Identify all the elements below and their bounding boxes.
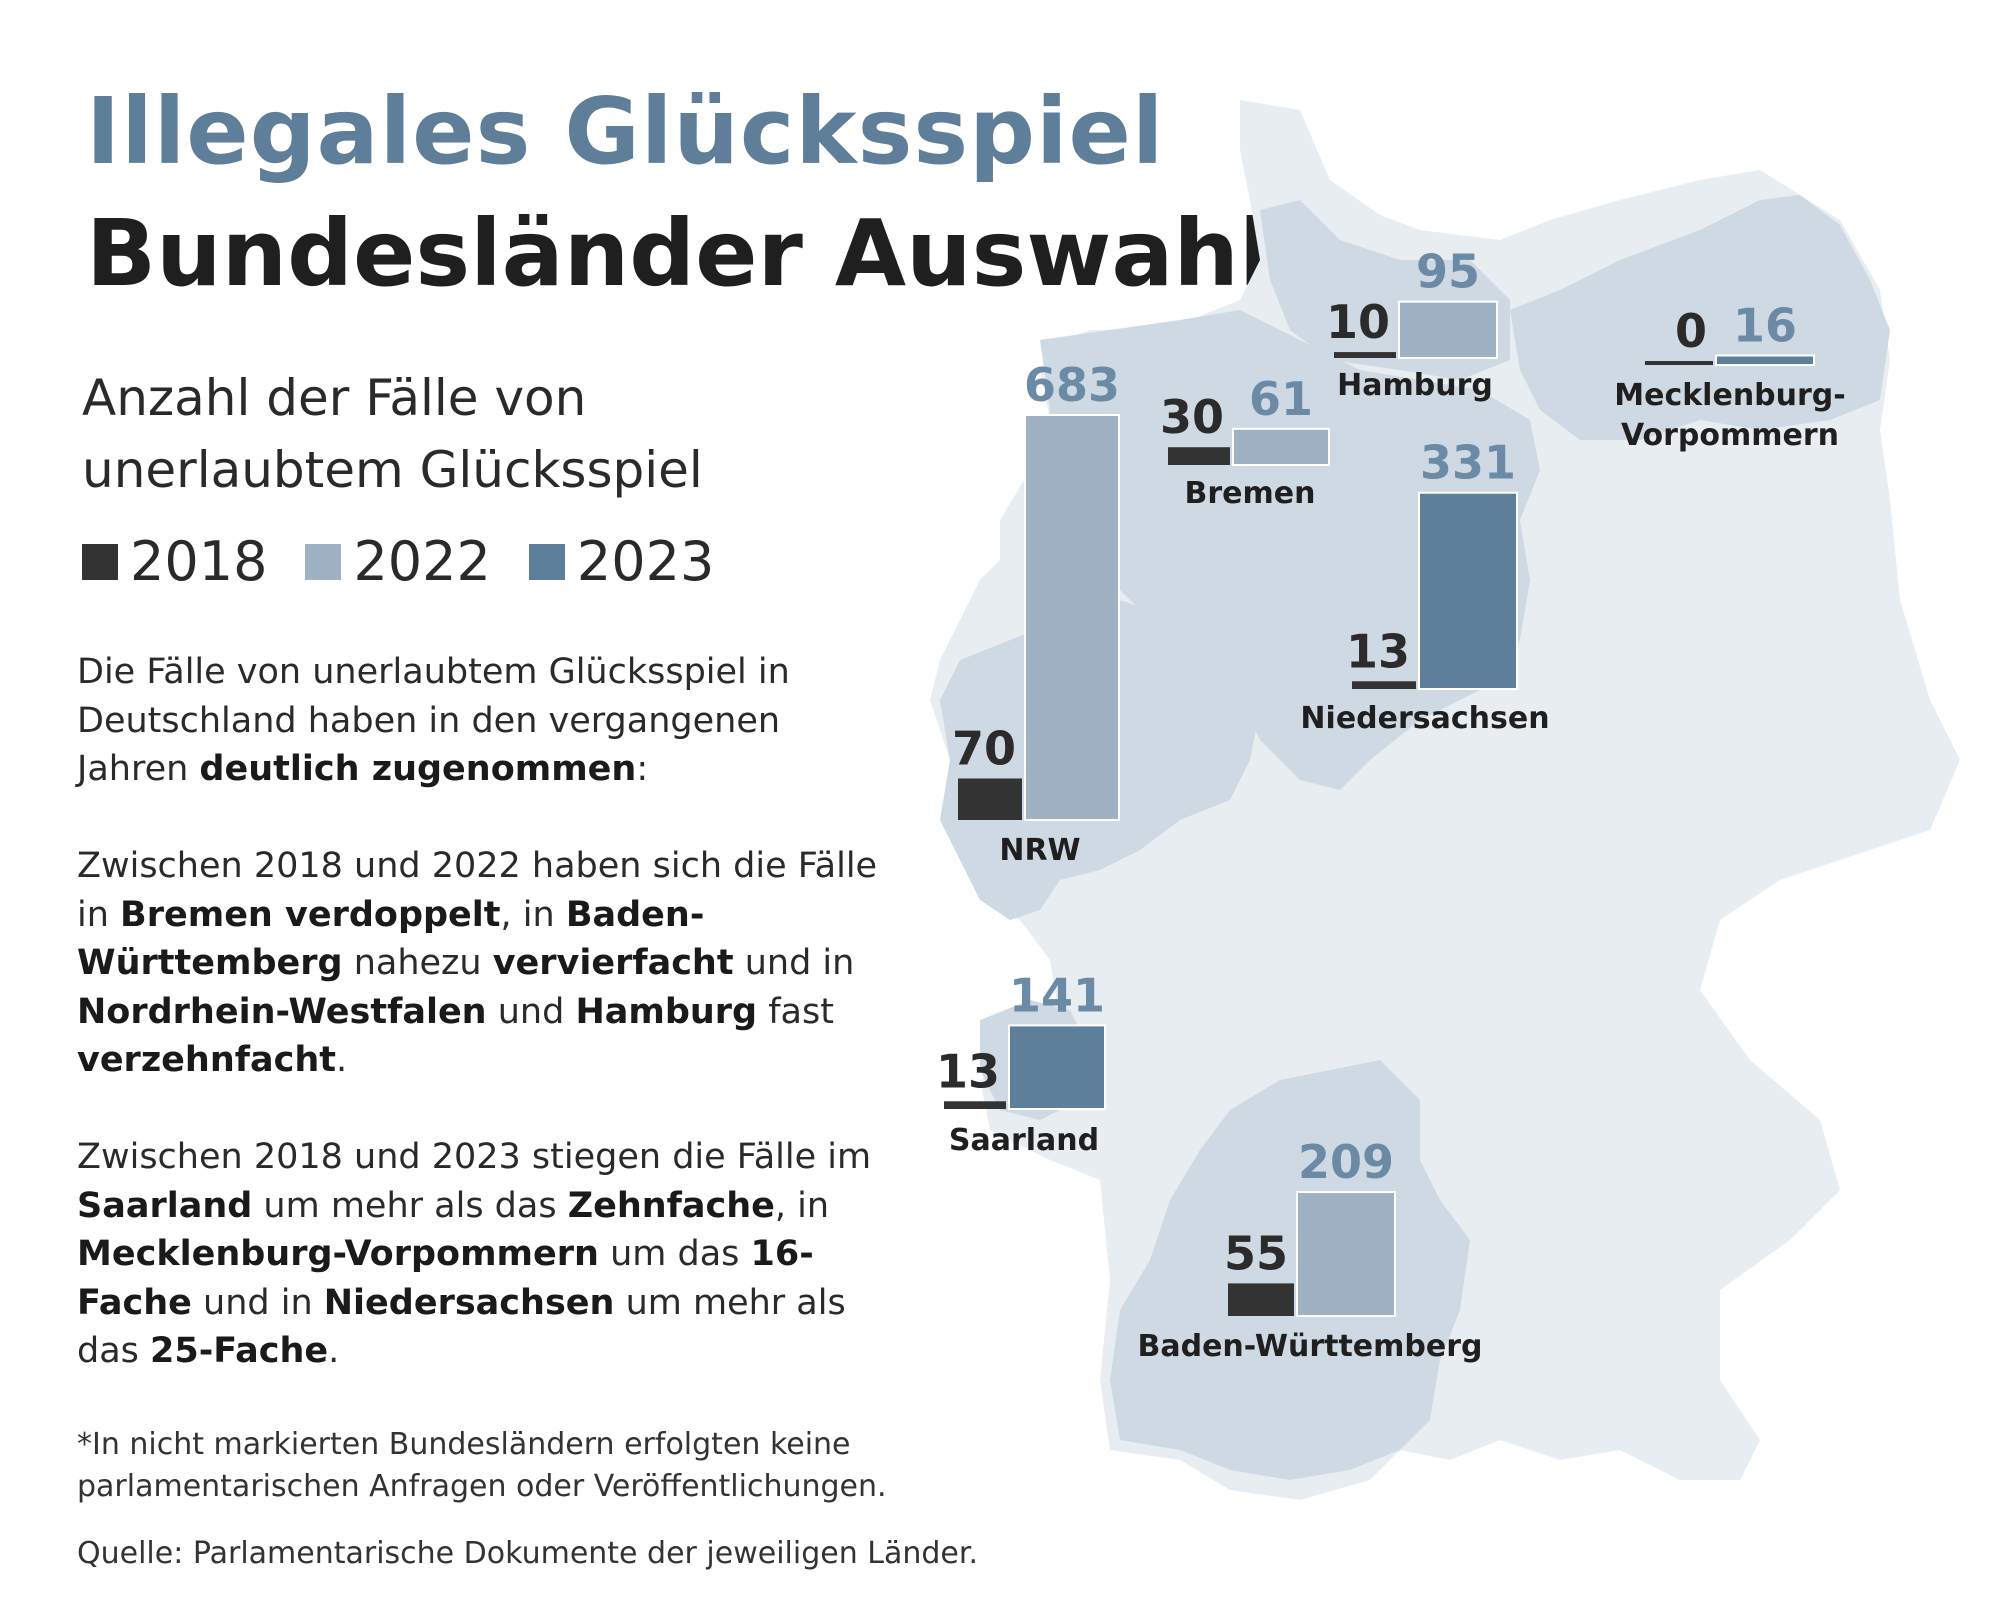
text-run: und in — [733, 943, 855, 983]
value-label-2022-hamburg: 95 — [1416, 245, 1480, 299]
bar-2018-baden-w-rttemberg — [1228, 1283, 1294, 1316]
text-run: Die Fälle von unerlaubtem Glücksspiel in… — [77, 652, 790, 789]
legend-item-2023: 2023 — [528, 530, 715, 593]
bar-2023-niedersachsen — [1418, 491, 1518, 690]
text-run: um das — [598, 1234, 751, 1274]
bold-phrase: Baden-Württemberg — [77, 894, 705, 984]
chart-heading-line-1: Anzahl der Fälle von — [82, 369, 587, 427]
bold-phrase: 25-Fache — [150, 1331, 329, 1371]
state-label-saarland: Saarland — [949, 1123, 1099, 1158]
bold-phrase: verzehnfacht — [77, 1040, 336, 1080]
bold-phrase: Mecklenburg-Vorpommern — [77, 1234, 599, 1274]
text-run: Zwischen 2018 und 2023 stiegen die Fälle… — [77, 1137, 872, 1177]
text-run: , in — [774, 1185, 830, 1226]
value-label-2018-hamburg: 10 — [1326, 295, 1390, 349]
value-label-2018-bremen: 30 — [1160, 390, 1224, 444]
text-run: . — [328, 1331, 340, 1371]
bar-2018-mecklenburg-vorpommern — [1645, 361, 1713, 365]
bar-2018-bremen — [1168, 447, 1230, 465]
text-run: und in — [191, 1282, 324, 1323]
value-label-2022-bremen: 61 — [1249, 372, 1313, 426]
bar-2023-saarland — [1008, 1024, 1106, 1110]
text-run: um mehr als das — [77, 1282, 846, 1372]
bar-2023-mecklenburg-vorpommern — [1715, 354, 1815, 367]
state-label-mecklenburg-vorpommern: Mecklenburg-Vorpommern — [1614, 378, 1845, 453]
value-label-2018-baden-w-rttemberg: 55 — [1224, 1226, 1288, 1280]
legend-label-2022: 2022 — [353, 530, 491, 593]
state-label-nrw: NRW — [999, 833, 1080, 868]
value-label-2023-niedersachsen: 331 — [1420, 436, 1516, 490]
text-run: fast — [757, 991, 834, 1032]
bar-2018-niedersachsen — [1352, 681, 1416, 689]
legend-item-2018: 2018 — [82, 530, 267, 593]
text-run: : — [636, 749, 649, 789]
value-label-2018-nrw: 70 — [952, 721, 1016, 775]
legend-label-2023: 2023 — [576, 530, 715, 593]
chart-layer: 70 683 NRW 30 61 Bremen 10 95 Hamburg 0 16 Mecklenb… — [936, 245, 1846, 1364]
bold-phrase: Nordrhein-Westfalen — [77, 991, 487, 1032]
text-run: . — [336, 1040, 348, 1080]
bar-2022-baden-w-rttemberg — [1296, 1191, 1396, 1318]
text-run: , in — [500, 894, 566, 935]
bold-phrase: deutlich zugenommen — [199, 749, 637, 789]
region-mecklenburg-vorpommern — [1510, 195, 1890, 440]
legend-swatch-2023 — [528, 543, 565, 580]
bar-2018-saarland — [944, 1101, 1006, 1109]
value-label-2018-saarland: 13 — [936, 1044, 1000, 1098]
text-run: Zwischen 2018 und 2022 haben sich die Fä… — [77, 846, 878, 935]
body-paragraph-3: Zwischen 2018 und 2023 stiegen die Fälle… — [77, 1133, 897, 1376]
bold-phrase: Zehnfache — [567, 1185, 775, 1226]
footnote: *In nicht markierten Bundesländern erfol… — [77, 1427, 887, 1504]
state-label-baden-w-rttemberg: Baden-Württemberg — [1137, 1329, 1482, 1364]
bold-phrase: Saarland — [77, 1185, 253, 1226]
state-label-niedersachsen: Niedersachsen — [1300, 701, 1549, 736]
bold-phrase: Niedersachsen — [323, 1282, 615, 1323]
text-run: um mehr als das — [252, 1185, 568, 1226]
value-label-2022-nrw: 683 — [1024, 358, 1120, 412]
value-label-2023-mecklenburg-vorpommern: 16 — [1733, 299, 1797, 353]
bar-2022-hamburg — [1398, 300, 1498, 359]
bar-2018-hamburg — [1334, 352, 1396, 358]
body-text: Die Fälle von unerlaubtem Glücksspiel in… — [77, 648, 897, 1424]
bar-2022-nrw — [1024, 414, 1120, 821]
bold-phrase: 16-Fache — [77, 1234, 814, 1323]
region-niedersachsen — [1030, 310, 1540, 790]
body-paragraph-1: Die Fälle von unerlaubtem Glücksspiel in… — [77, 648, 897, 794]
legend: 2018 2022 2023 — [82, 530, 752, 593]
legend-swatch-2022 — [305, 543, 342, 580]
legend-swatch-2018 — [82, 543, 118, 580]
bold-phrase: vervierfacht — [492, 943, 734, 983]
value-label-2022-baden-w-rttemberg: 209 — [1298, 1135, 1394, 1189]
region-baden-wuerttemberg — [1110, 1060, 1470, 1480]
value-label-2023-saarland: 141 — [1009, 968, 1105, 1022]
state-label-hamburg: Hamburg — [1337, 368, 1493, 403]
page-subtitle: Bundesländer Auswahl* — [86, 200, 1293, 307]
text-run: nahezu — [342, 943, 493, 983]
state-label-bremen: Bremen — [1185, 476, 1316, 511]
source-note: Quelle: Parlamentarische Dokumente der j… — [77, 1536, 978, 1571]
subtitle-text: Bundesländer Auswahl — [86, 200, 1271, 307]
bold-phrase: Bremen verdoppelt — [120, 894, 501, 935]
bar-2018-nrw — [958, 778, 1022, 820]
text-run: und — [486, 991, 576, 1032]
chart-heading: Anzahl der Fälle von unerlaubtem Glückss… — [82, 362, 882, 506]
legend-item-2022: 2022 — [305, 530, 491, 593]
body-paragraph-2: Zwischen 2018 und 2022 haben sich die Fä… — [77, 842, 897, 1085]
value-label-2018-mecklenburg-vorpommern: 0 — [1675, 304, 1707, 358]
legend-label-2018: 2018 — [130, 530, 268, 593]
chart-heading-line-2: unerlaubtem Glücksspiel — [82, 441, 703, 499]
bar-2022-bremen — [1232, 427, 1330, 467]
value-label-2018-niedersachsen: 13 — [1346, 624, 1410, 678]
bold-phrase: Hamburg — [575, 991, 758, 1032]
page-title: Illegales Glücksspiel — [86, 78, 1165, 185]
